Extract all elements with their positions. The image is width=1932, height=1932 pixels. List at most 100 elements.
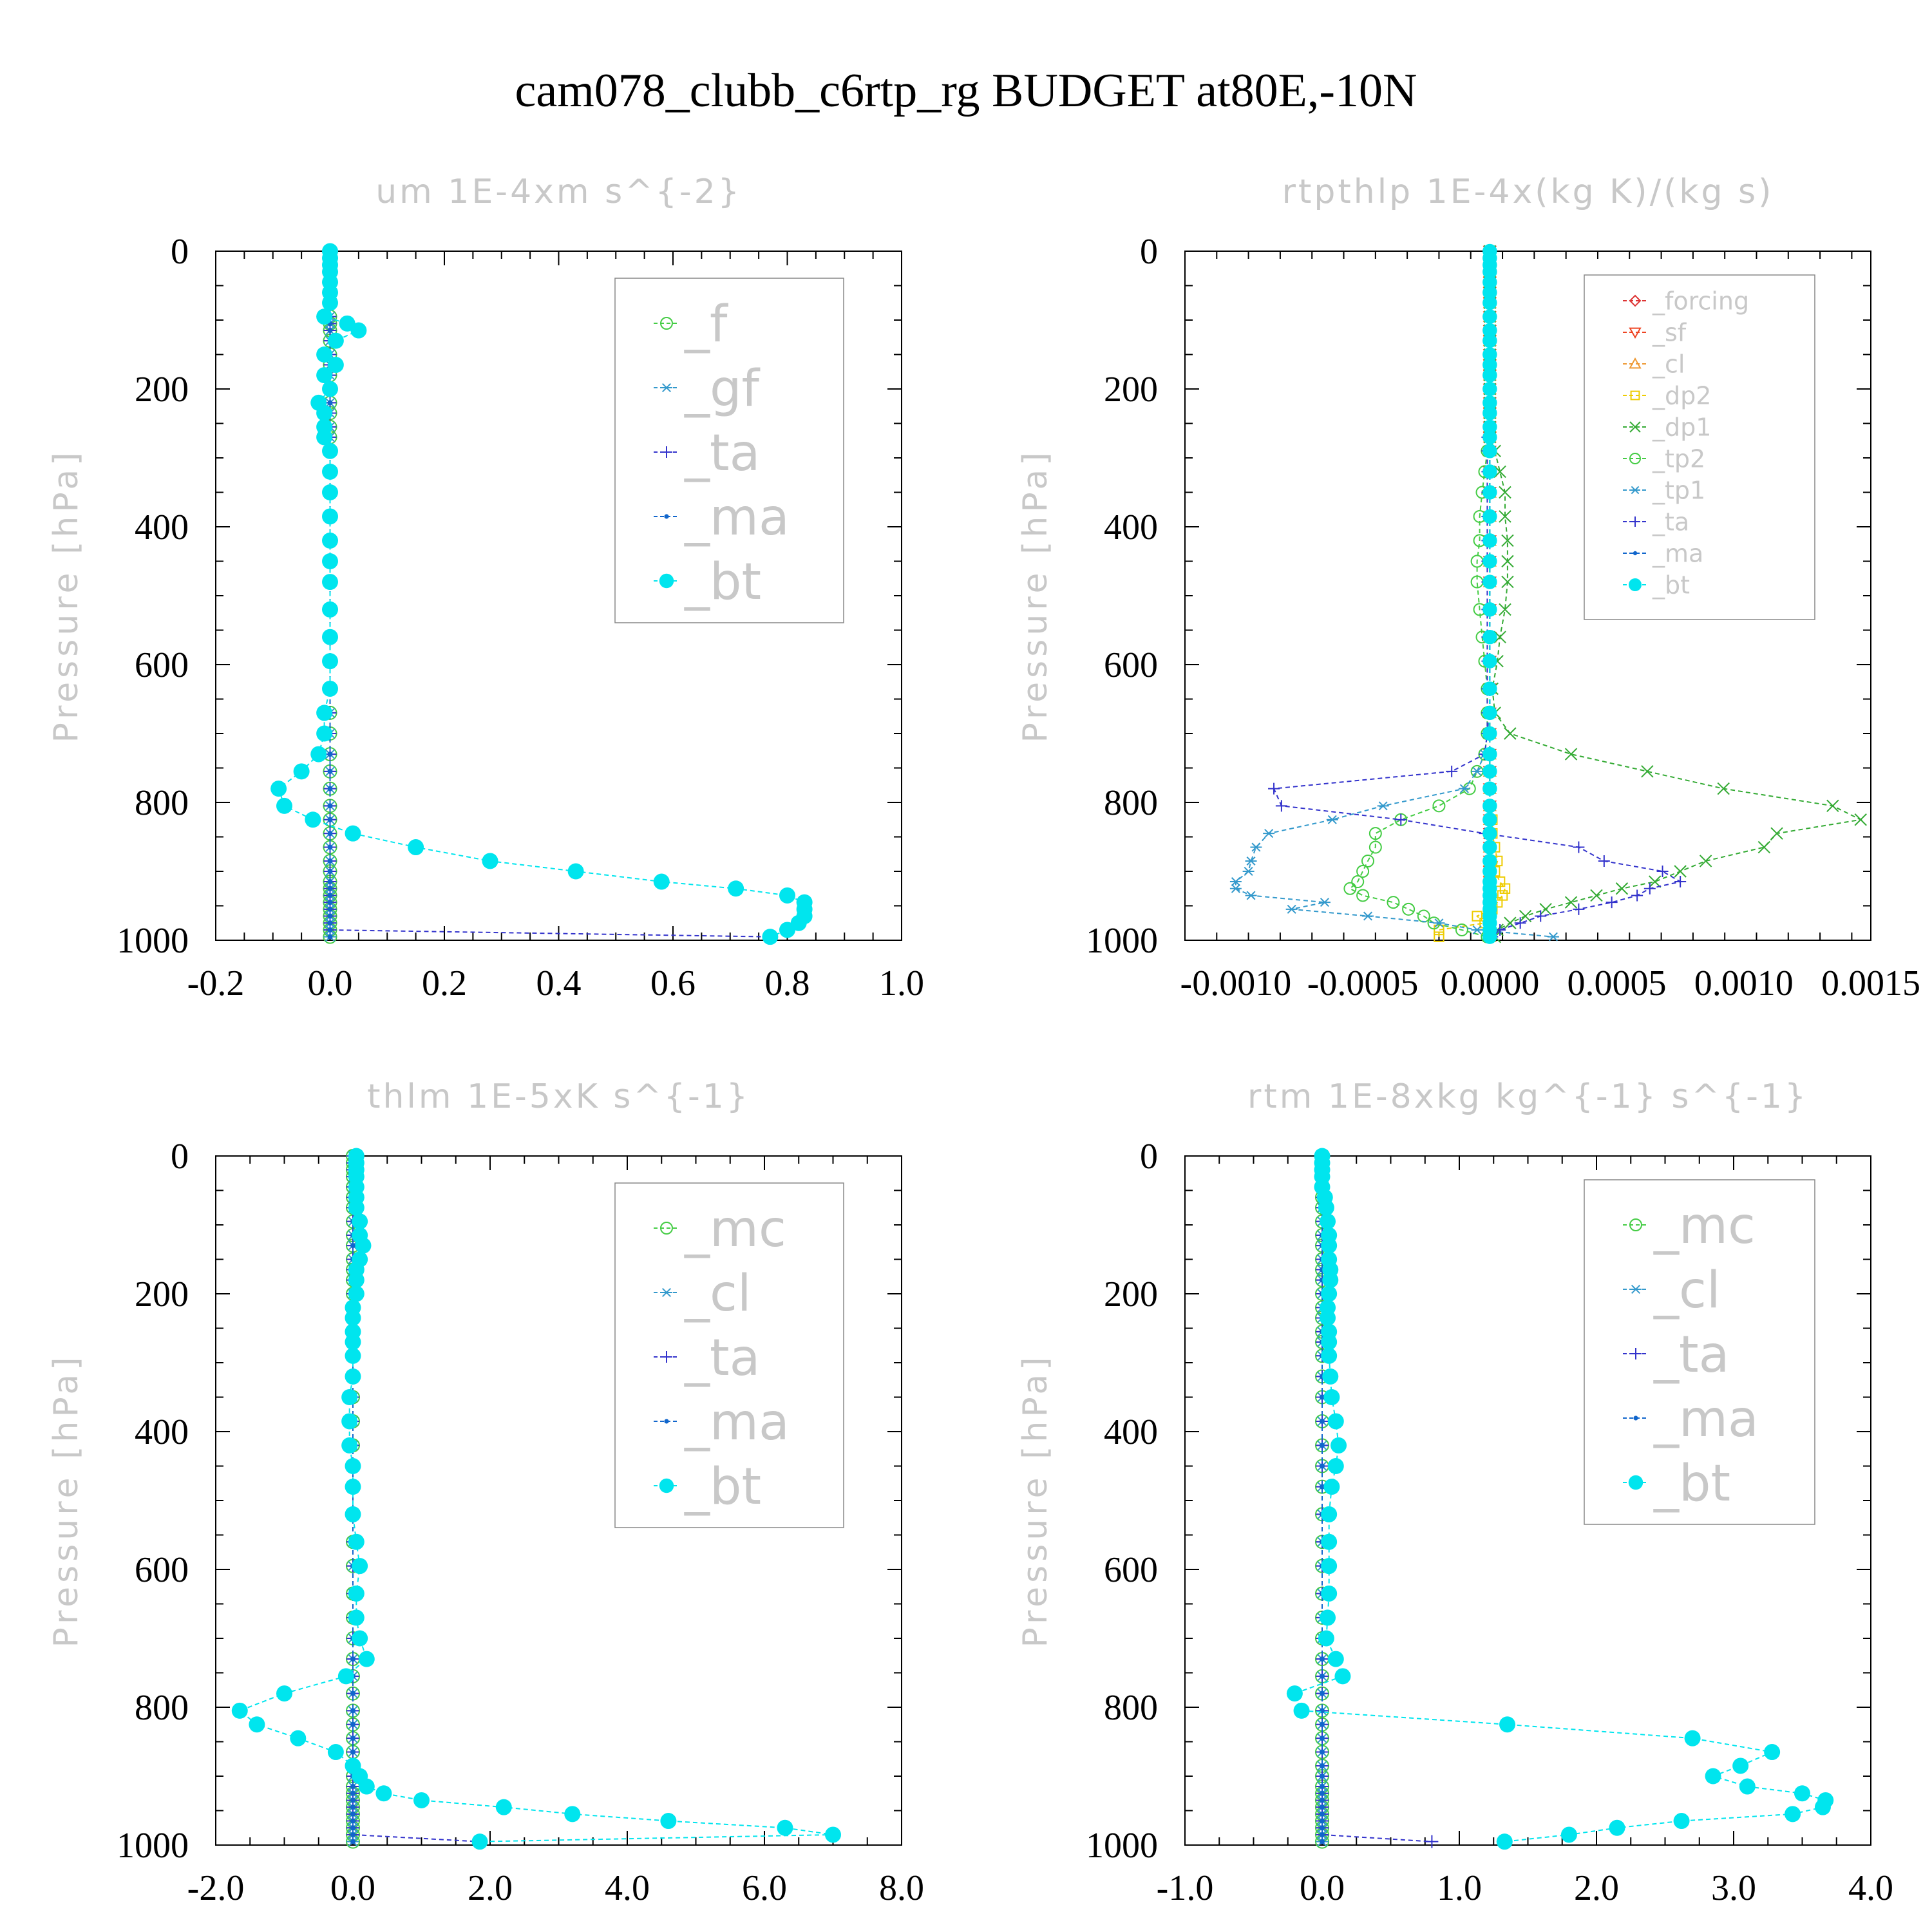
data-point-bt <box>1482 357 1497 372</box>
data-point-bt <box>1482 629 1497 645</box>
legend-label: _bt <box>1652 571 1690 600</box>
data-point-ta <box>1425 1835 1439 1848</box>
data-point-bt <box>231 1702 248 1719</box>
data-point-bt <box>341 1389 358 1405</box>
legend-label: _gf <box>684 360 761 418</box>
data-point-bt <box>779 922 795 938</box>
data-point-ma <box>327 869 333 874</box>
legend-marker <box>1630 390 1640 401</box>
figure-title: cam078_clubb_c6rtp_rg BUDGET at80E,-10N <box>515 64 1417 117</box>
data-point-tp1 <box>1458 784 1470 793</box>
x-tick-label: 0.2 <box>422 963 467 1003</box>
data-point-bt <box>1482 485 1497 500</box>
data-point-ta <box>1631 889 1643 902</box>
data-point-ma <box>327 927 333 933</box>
x-tick-label: -2.0 <box>187 1868 245 1908</box>
legend-label: _tp1 <box>1652 477 1705 505</box>
legend-label: _dp1 <box>1652 413 1711 442</box>
data-point-tp1 <box>1229 877 1242 887</box>
data-point-bt <box>1482 264 1497 279</box>
data-point-bt <box>1322 1368 1339 1385</box>
data-point-bt <box>1482 509 1497 524</box>
y-axis-label: Pressure [hPa] <box>47 1354 86 1648</box>
data-point-dp2 <box>1434 931 1444 942</box>
data-point-bt <box>1321 1585 1338 1602</box>
data-point-dp1 <box>1564 748 1578 761</box>
data-point-bt <box>1482 705 1497 721</box>
data-point-bt <box>1705 1768 1721 1785</box>
data-point-bt <box>270 781 287 797</box>
data-point-tp2 <box>1368 827 1382 840</box>
data-point-tp2 <box>1402 902 1416 916</box>
data-point-dp1 <box>1504 916 1517 929</box>
data-point-bt <box>1321 1558 1338 1575</box>
data-point-ma <box>1320 1790 1325 1796</box>
data-point-ma <box>1320 1418 1325 1424</box>
data-point-bt <box>341 1413 358 1430</box>
data-point-bt <box>345 1368 361 1385</box>
data-point-bt <box>1322 1272 1339 1289</box>
legend-marker <box>1629 327 1642 339</box>
data-point-tp1 <box>1362 911 1374 921</box>
data-point-bt <box>322 484 338 500</box>
data-point-bt <box>322 653 338 670</box>
y-tick-label: 600 <box>1104 1550 1158 1590</box>
data-point-bt <box>322 553 338 569</box>
plot-frame <box>215 1155 902 1846</box>
legend-label: _bt <box>684 553 761 611</box>
data-point-ma <box>350 1721 355 1727</box>
data-point-ta <box>1643 882 1656 895</box>
data-point-ma <box>1320 1818 1325 1824</box>
data-point-ta <box>1656 866 1669 877</box>
data-point-bt <box>762 929 779 945</box>
data-point-bt <box>564 1806 581 1823</box>
y-tick-label: 400 <box>135 1412 189 1452</box>
data-point-bt <box>1482 406 1497 421</box>
plot-area <box>231 1148 841 1850</box>
data-point-bt <box>350 322 367 339</box>
data-point-bt <box>1323 1389 1340 1405</box>
y-axis-label: Pressure [hPa] <box>1016 1354 1055 1648</box>
data-point-bt <box>413 1792 430 1808</box>
data-point-dp1 <box>1757 840 1771 854</box>
legend-marker <box>1633 551 1638 556</box>
data-point-ma <box>350 1839 355 1844</box>
legend-label: _ta <box>1652 508 1689 536</box>
legend-label: _cl <box>684 1265 752 1323</box>
data-point-bt <box>1560 1826 1577 1843</box>
data-point-bt <box>1321 1285 1338 1302</box>
legend-marker <box>1629 578 1642 591</box>
data-point-dp1 <box>1499 510 1511 523</box>
data-point-ta <box>1573 841 1585 853</box>
plot-area <box>270 243 813 945</box>
data-point-bt <box>1482 347 1497 362</box>
data-point-bt <box>355 1237 372 1254</box>
data-point-ma <box>350 1749 355 1755</box>
data-point-dp1 <box>1504 727 1517 740</box>
y-tick-label: 400 <box>1104 507 1158 547</box>
data-point-tp1 <box>1326 815 1338 824</box>
data-point-bt <box>728 880 744 897</box>
data-point-bt <box>1321 1334 1338 1350</box>
data-point-ma <box>327 920 333 926</box>
data-point-bt <box>1482 368 1497 383</box>
data-point-bt <box>1482 929 1497 944</box>
panel-title: rtpthlp 1E-4x(kg K)/(kg s) <box>1282 173 1774 211</box>
data-point-dp1 <box>1493 465 1506 478</box>
data-point-bt <box>1327 1458 1344 1474</box>
data-point-dp1 <box>1770 827 1783 840</box>
data-point-bt <box>322 601 338 618</box>
data-point-bt <box>327 357 344 374</box>
data-point-ta <box>1674 876 1687 888</box>
legend-label: _mc <box>1653 1197 1756 1255</box>
data-point-bt <box>322 574 338 591</box>
data-point-bt <box>348 1272 365 1289</box>
y-tick-label: 200 <box>1104 1274 1158 1314</box>
data-point-bt <box>1327 1413 1344 1430</box>
data-point-tp1 <box>1245 891 1257 900</box>
data-point-bt <box>1482 574 1497 589</box>
data-point-bt <box>1321 1237 1338 1254</box>
data-point-bt <box>1318 1199 1334 1216</box>
data-point-bt <box>1293 1702 1310 1719</box>
x-tick-label: 0.8 <box>765 963 810 1003</box>
